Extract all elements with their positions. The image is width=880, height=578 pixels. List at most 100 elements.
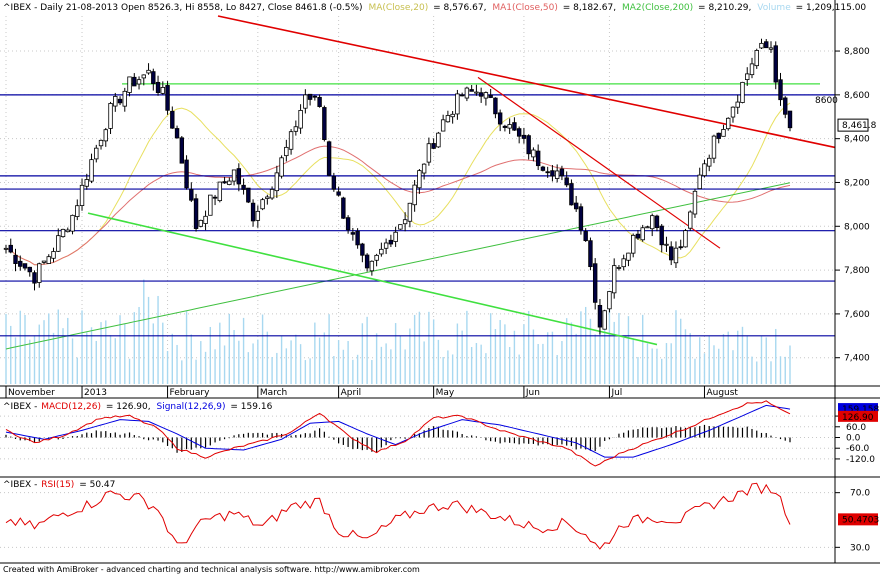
- candle-body: [94, 147, 99, 160]
- candle-body: [51, 251, 56, 259]
- candle-body: [607, 291, 612, 310]
- header-ma50-value: = 8,182.67,: [563, 3, 616, 13]
- header-ma200-label: MA2(Close,200): [622, 3, 693, 13]
- candle-body: [683, 230, 688, 248]
- candle-body: [516, 128, 522, 137]
- candlesticks: [3, 38, 793, 335]
- header-ma20-value: = 8,576.67,: [433, 3, 486, 13]
- candle-body: [132, 76, 137, 87]
- candle-body: [113, 96, 118, 107]
- candle-body: [564, 177, 569, 186]
- macd-histogram: [5, 424, 791, 453]
- header-volume-value: = 1,209,115.00: [796, 3, 867, 13]
- candle-body: [250, 202, 256, 222]
- candle-body: [217, 181, 223, 202]
- candle-body: [236, 168, 242, 185]
- date-tick-label: November: [8, 388, 55, 398]
- candle-body: [246, 187, 251, 203]
- candle-body: [141, 74, 146, 79]
- trend-lines: [87, 15, 836, 346]
- rsi-header-value: = 50.47: [79, 480, 115, 490]
- candle-body: [155, 81, 161, 94]
- candle-body: [279, 157, 284, 177]
- candle-body: [749, 63, 755, 76]
- rsi-tick-label: 70.0: [850, 489, 870, 499]
- candle-body: [41, 260, 47, 263]
- candle-body: [136, 79, 142, 85]
- header-symbol: ^IBEX - Daily 21-08-2013 Open 8526.3, Hi…: [3, 3, 363, 13]
- candle-body: [688, 211, 693, 229]
- date-tick-label: March: [260, 388, 287, 398]
- last-price-badge: [837, 118, 869, 132]
- candle-body: [654, 215, 660, 228]
- price-tick-label: 8,800: [844, 47, 870, 57]
- price-tick-label: 7,400: [844, 354, 870, 364]
- candle-body: [108, 103, 113, 129]
- candle-body: [27, 266, 32, 273]
- rsi-lines: [5, 482, 791, 550]
- candle-body: [635, 233, 641, 239]
- signal-value-badge: [838, 403, 878, 415]
- candle-body: [697, 174, 702, 190]
- candle-body: [341, 197, 346, 219]
- footer-credit: Created with AmiBroker - advanced charti…: [3, 565, 420, 574]
- candle-body: [716, 132, 721, 139]
- macd-header-signal-value: = 159.16: [230, 402, 272, 412]
- candle-body: [350, 232, 356, 235]
- candle-body: [740, 81, 745, 103]
- candle-body: [702, 163, 707, 177]
- candle-body: [440, 119, 446, 132]
- candle-body: [597, 304, 603, 328]
- rsi-tick-label: 30.0: [850, 543, 870, 553]
- candle-body: [559, 168, 565, 177]
- candle-body: [146, 69, 151, 74]
- price-tick-label: 8,600: [844, 91, 870, 101]
- macd-tick-label: -120.0: [846, 455, 875, 465]
- candle-body: [573, 202, 579, 210]
- ma50-line: [5, 145, 791, 266]
- candle-body: [611, 265, 617, 294]
- candle-body: [260, 199, 265, 210]
- candle-body: [398, 224, 403, 230]
- candle-body: [222, 181, 227, 184]
- candle-body: [554, 170, 560, 179]
- candle-body: [721, 129, 726, 137]
- candle-body: [75, 205, 80, 217]
- candle-body: [193, 198, 199, 229]
- candle-body: [317, 96, 322, 107]
- rsi-line: [5, 482, 791, 550]
- candle-body: [179, 137, 185, 164]
- candle-body: [778, 79, 783, 101]
- candle-body: [650, 215, 655, 230]
- macd-lines: [5, 400, 791, 467]
- candle-body: [70, 214, 75, 232]
- candle-body: [535, 150, 541, 167]
- moving-averages: [5, 102, 791, 350]
- candle-body: [540, 166, 546, 171]
- date-axis: November 2013 February March April May Jun Jul A…: [5, 386, 738, 398]
- candle-body: [531, 149, 536, 158]
- candle-body: [759, 42, 764, 49]
- candle-body: [198, 219, 204, 227]
- rsi-value-label: 50.4703: [842, 515, 879, 525]
- candle-body: [450, 113, 455, 118]
- candle-body: [37, 263, 42, 283]
- rsi-header-symbol: ^IBEX -: [3, 480, 37, 490]
- date-tick-label: 2013: [84, 388, 107, 398]
- header-ma20-label: MA(Close,20): [368, 3, 428, 13]
- candle-body: [298, 110, 303, 129]
- candle-body: [497, 112, 503, 125]
- candle-body: [56, 235, 61, 252]
- candle-body: [745, 73, 750, 80]
- candle-body: [160, 87, 165, 94]
- candle-body: [678, 246, 683, 249]
- candle-body: [288, 131, 294, 150]
- candle-body: [512, 122, 517, 131]
- candle-body: [336, 191, 341, 196]
- candle-body: [407, 202, 413, 222]
- level-label-8600: 8600: [815, 96, 838, 106]
- candle-body: [326, 141, 332, 176]
- rsi-header-label: RSI(15): [41, 480, 74, 490]
- candle-body: [526, 135, 531, 155]
